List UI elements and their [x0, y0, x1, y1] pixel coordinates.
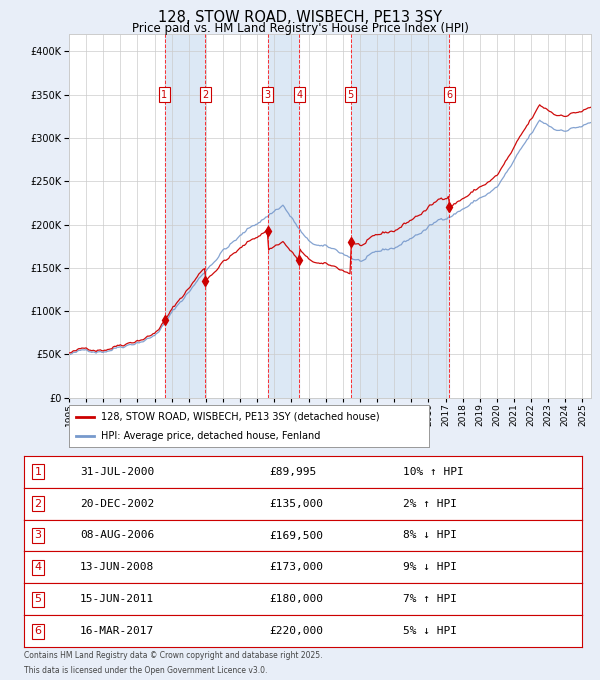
Text: 5: 5: [34, 594, 41, 605]
Text: £135,000: £135,000: [269, 498, 323, 509]
Text: 6: 6: [34, 626, 41, 636]
Text: 128, STOW ROAD, WISBECH, PE13 3SY: 128, STOW ROAD, WISBECH, PE13 3SY: [158, 10, 442, 25]
Bar: [164, 34, 205, 398]
Text: £89,995: £89,995: [269, 466, 317, 477]
Text: 4: 4: [296, 90, 302, 100]
Text: Contains HM Land Registry data © Crown copyright and database right 2025.: Contains HM Land Registry data © Crown c…: [24, 651, 323, 660]
Text: HPI: Average price, detached house, Fenland: HPI: Average price, detached house, Fenl…: [101, 431, 321, 441]
Text: 4: 4: [34, 562, 41, 573]
Text: Price paid vs. HM Land Registry's House Price Index (HPI): Price paid vs. HM Land Registry's House …: [131, 22, 469, 35]
Text: 5: 5: [347, 90, 354, 100]
Text: 6: 6: [446, 90, 452, 100]
Text: 3: 3: [265, 90, 271, 100]
Text: £173,000: £173,000: [269, 562, 323, 573]
Text: £180,000: £180,000: [269, 594, 323, 605]
Text: 16-MAR-2017: 16-MAR-2017: [80, 626, 154, 636]
Text: 20-DEC-2002: 20-DEC-2002: [80, 498, 154, 509]
Bar: [351, 34, 449, 398]
Text: 3: 3: [34, 530, 41, 541]
Text: 8% ↓ HPI: 8% ↓ HPI: [403, 530, 457, 541]
Text: This data is licensed under the Open Government Licence v3.0.: This data is licensed under the Open Gov…: [24, 666, 268, 675]
Text: 15-JUN-2011: 15-JUN-2011: [80, 594, 154, 605]
Text: 2: 2: [202, 90, 209, 100]
Text: 9% ↓ HPI: 9% ↓ HPI: [403, 562, 457, 573]
Text: 1: 1: [34, 466, 41, 477]
Text: 10% ↑ HPI: 10% ↑ HPI: [403, 466, 464, 477]
Text: 08-AUG-2006: 08-AUG-2006: [80, 530, 154, 541]
Text: 7% ↑ HPI: 7% ↑ HPI: [403, 594, 457, 605]
Text: £220,000: £220,000: [269, 626, 323, 636]
Text: 1: 1: [161, 90, 167, 100]
Text: 2: 2: [34, 498, 41, 509]
Text: 31-JUL-2000: 31-JUL-2000: [80, 466, 154, 477]
Text: 5% ↓ HPI: 5% ↓ HPI: [403, 626, 457, 636]
Text: 2% ↑ HPI: 2% ↑ HPI: [403, 498, 457, 509]
Text: 128, STOW ROAD, WISBECH, PE13 3SY (detached house): 128, STOW ROAD, WISBECH, PE13 3SY (detac…: [101, 411, 380, 422]
Text: £169,500: £169,500: [269, 530, 323, 541]
Bar: [268, 34, 299, 398]
Text: 13-JUN-2008: 13-JUN-2008: [80, 562, 154, 573]
